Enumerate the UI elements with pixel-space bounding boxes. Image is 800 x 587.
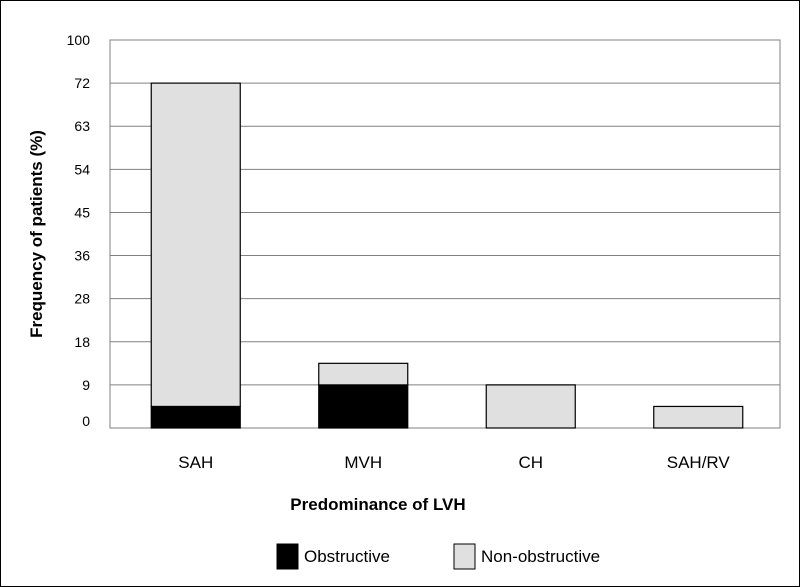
y-tick-label: 36 <box>74 248 90 264</box>
x-axis-title: Predominance of LVH <box>290 495 465 514</box>
y-axis-title: Frequency of patients (%) <box>27 130 46 338</box>
plot-area <box>109 39 781 429</box>
y-tick-label: 72 <box>74 75 90 91</box>
bar-sah-obstructive <box>150 405 241 429</box>
bar-ch-non-obstructive <box>485 384 576 429</box>
y-tick-label: 63 <box>74 118 90 134</box>
bar-sah-non-obstructive <box>150 82 241 408</box>
x-category-label: SAH <box>178 453 213 472</box>
bars <box>150 82 744 429</box>
legend-label-obstructive: Obstructive <box>304 547 390 566</box>
y-tick-label: 54 <box>74 161 90 177</box>
legend-swatch-non-obstructive <box>453 543 476 570</box>
x-category-label: SAH/RV <box>667 453 731 472</box>
y-tick-label: 45 <box>74 204 90 220</box>
bar-sah-rv-non-obstructive <box>653 405 744 429</box>
y-tick-label: 0 <box>82 413 90 429</box>
legend-swatch-obstructive <box>276 543 299 570</box>
y-tick-label: 28 <box>74 291 90 307</box>
legend-label-non-obstructive: Non-obstructive <box>481 547 600 566</box>
y-tick-label: 18 <box>74 334 90 350</box>
y-tick-label: 9 <box>82 377 90 393</box>
x-category-label: MVH <box>344 453 382 472</box>
x-category-label: CH <box>518 453 543 472</box>
y-tick-label: 100 <box>67 32 91 48</box>
x-axis-labels: SAH MVH CH SAH/RV <box>178 453 730 472</box>
y-axis-ticks: 0 9 18 28 36 45 54 63 72 100 <box>67 32 91 429</box>
bar-mvh-non-obstructive <box>318 362 409 386</box>
legend: Obstructive Non-obstructive <box>276 543 600 570</box>
bar-mvh-obstructive <box>318 384 409 429</box>
